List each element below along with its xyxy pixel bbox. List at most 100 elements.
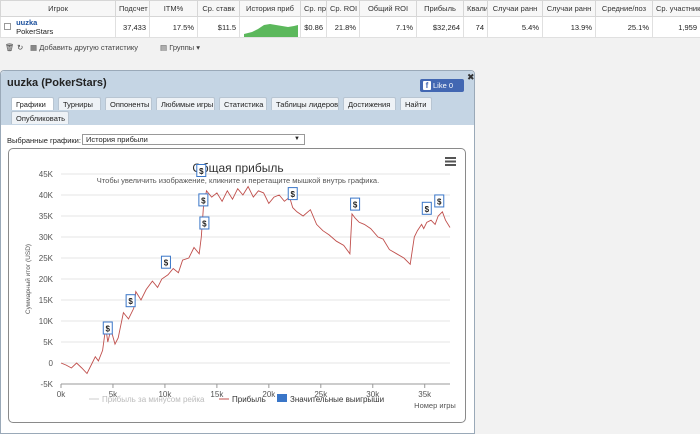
tab-leaderboards[interactable]: Таблицы лидеров (271, 97, 339, 110)
cell-quali: 74 (463, 16, 488, 38)
player-widget: uuzka (PokerStars) f Like 0 ✖ Графики Тур… (0, 70, 475, 434)
col-header-avg-entrants[interactable]: Ср. участник (652, 0, 700, 17)
chevron-down-icon: ▼ (294, 136, 300, 142)
big-win-dollar-label: $ (425, 205, 430, 214)
tab-tournaments[interactable]: Турниры (58, 97, 101, 110)
tab-publish[interactable]: Опубликовать (11, 111, 69, 124)
y-tick-label: 5K (43, 338, 53, 347)
col-header-avg-stake[interactable]: Ср. ставк (197, 0, 240, 17)
cell-profit-sparkline (239, 16, 301, 38)
col-header-quali[interactable]: Квали (463, 0, 488, 17)
big-win-dollar-label: $ (437, 197, 442, 206)
y-tick-label: 45K (39, 170, 54, 179)
groups-label: Группы (169, 43, 195, 52)
big-win-marker[interactable] (421, 201, 432, 215)
big-win-dollar-label: $ (291, 190, 296, 199)
y-tick-label: 15K (39, 296, 54, 305)
big-win-marker[interactable] (350, 197, 361, 211)
big-win-marker[interactable] (160, 255, 171, 269)
table-row[interactable]: uuzka PokerStars 37,433 17.5% $11.5 $0.8… (0, 16, 700, 38)
add-stats-button[interactable]: ▦ Добавить другую статистику (30, 43, 138, 52)
y-tick-label: 20K (39, 275, 54, 284)
x-tick-label: 35k (418, 390, 432, 399)
cell-early2: 13.9% (542, 16, 596, 38)
x-tick-label: 5k (109, 390, 118, 399)
legend-item-rake: Прибыль за минусом рейка (102, 395, 205, 404)
col-header-avg-profit[interactable]: Ср. прибы (300, 0, 327, 17)
big-win-dollar-label: $ (128, 297, 133, 306)
chevron-down-icon: ▾ (196, 43, 201, 52)
col-header-early1[interactable]: Случаи ранн (487, 0, 543, 17)
col-header-player[interactable]: Игрок (0, 0, 116, 17)
big-win-marker[interactable] (199, 216, 210, 230)
player-site: PokerStars (16, 27, 54, 36)
cell-avg-pos: 25.1% (595, 16, 653, 38)
y-tick-label: 25K (39, 254, 54, 263)
x-tick-label: 20k (262, 390, 276, 399)
chart-select[interactable]: История прибыли ▼ (82, 134, 305, 145)
refresh-icon[interactable]: ↻ (17, 43, 24, 52)
big-win-marker[interactable] (102, 321, 113, 335)
big-win-marker[interactable] (125, 294, 136, 308)
widget-header: uuzka (PokerStars) f Like 0 ✖ (1, 71, 475, 95)
y-tick-label: 40K (39, 191, 54, 200)
chart-add-icon: ▦ (30, 43, 38, 52)
cell-profit: $32,264 (416, 16, 464, 38)
menu-icon[interactable] (445, 157, 456, 159)
y-tick-label: -5K (41, 380, 54, 389)
tab-achievements[interactable]: Достижения (343, 97, 396, 110)
tab-statistics[interactable]: Статистика (219, 97, 267, 110)
col-header-avg-pos[interactable]: Средние/поз (595, 0, 653, 17)
tab-find[interactable]: Найти (400, 97, 432, 110)
close-icon[interactable]: ✖ (467, 72, 475, 82)
player-name-link[interactable]: uuzka (16, 18, 38, 27)
player-cell[interactable]: uuzka PokerStars (0, 16, 116, 38)
facebook-icon: f (423, 81, 431, 90)
x-tick-label: 15k (210, 390, 224, 399)
tab-opponents[interactable]: Оппоненты (105, 97, 152, 110)
col-header-early2[interactable]: Случаи ранн (542, 0, 596, 17)
menu-icon[interactable] (445, 160, 456, 163)
chart-title: Общая прибыль (192, 161, 283, 175)
groups-dropdown[interactable]: ▤ Группы ▾ (160, 43, 200, 52)
cell-early1: 5.4% (487, 16, 543, 38)
big-win-dollar-label: $ (353, 201, 358, 210)
facebook-like-button[interactable]: f Like 0 (420, 79, 464, 92)
stats-table: Игрок Подсчет ITM% Ср. ставк История при… (0, 0, 700, 38)
profit-sparkline (244, 24, 298, 37)
big-win-marker[interactable] (434, 194, 445, 208)
y-axis-label: Суммарный итог (USD) (24, 244, 32, 314)
empty-area (476, 54, 700, 434)
big-win-marker[interactable] (287, 187, 298, 201)
big-win-dollar-label: $ (164, 259, 169, 268)
col-header-profit[interactable]: Прибыль (416, 0, 464, 17)
cell-avg-roi: 21.8% (326, 16, 360, 38)
cell-count: 37,433 (115, 16, 150, 38)
selected-charts-label: Выбранные графики: (7, 136, 81, 145)
y-tick-label: 0 (49, 359, 54, 368)
folder-icon: ▤ (160, 43, 168, 52)
col-header-avg-roi[interactable]: Ср. ROI (326, 0, 360, 17)
x-axis-label: Номер игры (414, 401, 456, 410)
tab-charts[interactable]: Графики (11, 97, 54, 110)
big-win-marker[interactable] (196, 164, 207, 177)
trash-icon[interactable]: 🗑 (5, 43, 15, 52)
menu-icon[interactable] (445, 164, 456, 166)
widget-tabs: Графики Турниры Оппоненты Любимые игры Стати… (1, 95, 474, 125)
big-win-marker[interactable] (198, 193, 209, 207)
row-checkbox[interactable] (4, 23, 11, 30)
cell-avg-stake: $11.5 (197, 16, 240, 38)
legend-swatch-big-wins (277, 394, 287, 402)
cell-avg-entrants: 1,959 (652, 16, 700, 38)
big-win-dollar-label: $ (106, 325, 111, 334)
col-header-profit-history[interactable]: История приб (239, 0, 301, 17)
col-header-total-roi[interactable]: Общий ROI (359, 0, 417, 17)
profit-chart[interactable]: Общая прибыль Чтобы увеличить изображение… (8, 148, 466, 423)
cell-total-roi: 7.1% (359, 16, 417, 38)
col-header-itm[interactable]: ITM% (149, 0, 198, 17)
chart-select-value: История прибыли (86, 135, 148, 144)
col-header-count[interactable]: Подсчет (115, 0, 150, 17)
facebook-like-label: Like 0 (433, 81, 454, 90)
tab-favorite-games[interactable]: Любимые игры (156, 97, 215, 110)
